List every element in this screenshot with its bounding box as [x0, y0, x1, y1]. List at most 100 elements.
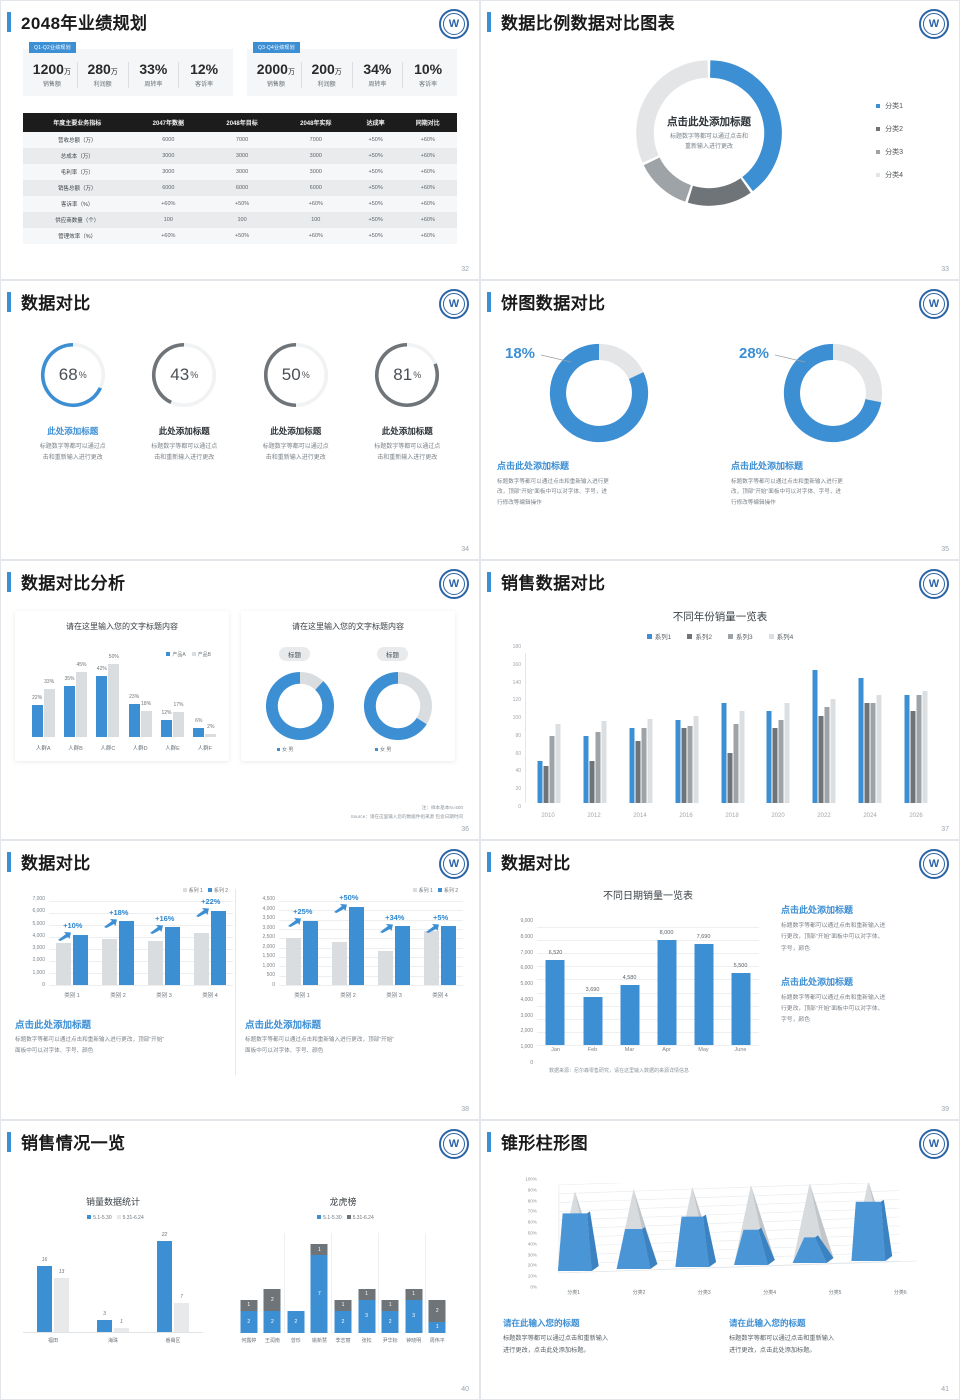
- bar: 13: [54, 1269, 69, 1332]
- legend-label: 分类2: [885, 126, 903, 133]
- table-col-header: 年度主要业务指标: [23, 113, 132, 132]
- page-number: 32: [461, 266, 469, 273]
- page-number: 36: [461, 826, 469, 833]
- chart-legend[interactable]: 系列 1 系列 2: [182, 887, 233, 894]
- gauge-item[interactable]: 43% 此处添加标题 标题数字等都可以通过点 击和重新输入进行更改: [129, 339, 241, 463]
- donut-chart-1[interactable]: [263, 669, 337, 743]
- chart-legend[interactable]: 产品A 产品B: [166, 651, 217, 658]
- slide-37[interactable]: 销售数据对比 W 不同年份销量一览表 系列1 系列2 系列3 系列4 0 20 40 60 8…: [480, 560, 960, 840]
- kpi-cell: 10% 客诉率: [403, 61, 453, 88]
- pie-block-2[interactable]: 28% 点击此处添加标题 标题数字等都可以通过点击和重新输入进行更 改，顶部“开…: [731, 339, 941, 508]
- block-heading-1: 点击此处添加标题: [15, 1020, 92, 1031]
- legend-item[interactable]: 系列 1: [412, 888, 433, 894]
- legend-label: 5.31-6.24: [122, 1215, 144, 1221]
- slide-35[interactable]: 饼图数据对比 W 18% 点击此处添加标题 标题数字等都可以通过点击和重新输入进…: [480, 280, 960, 560]
- slide-36[interactable]: 数据对比分析 W 请在这里输入您的文字标题内容 产品A 产品B 22% 33% 35%…: [0, 560, 480, 840]
- table-cell: 3000: [309, 153, 322, 159]
- x-tick-label: 2024: [863, 813, 877, 819]
- cone-chart[interactable]: [541, 1172, 933, 1285]
- chart-block-2[interactable]: 系列 1 系列 2 0 500 1,000 1,500 2,000 2,500 3,000 3,…: [245, 887, 467, 1007]
- slide-33[interactable]: 数据比例数据对比图表 W 点击此处添加标题 标题数字等都可以通过点击和 重新输入进…: [480, 0, 960, 280]
- slide-39[interactable]: 数据对比 W 不同日期销量一览表 0 1,000 2,000 3,000 4,000 5,…: [480, 840, 960, 1120]
- gauge-item[interactable]: 50% 此处添加标题 标题数字等都可以通过点 击和重新输入进行更改: [240, 339, 352, 463]
- x-tick-label: Apr: [662, 1047, 671, 1053]
- slide-32[interactable]: 2048年业绩规划 W Q1-Q2业绩规划 1200万 销售额 280万 利润额…: [0, 0, 480, 280]
- table-cell: 3000: [162, 153, 175, 159]
- gauge-item[interactable]: 68% 此处添加标题 标题数字等都可以通过点 击和重新输入进行更改: [17, 339, 129, 463]
- donut-legend-2[interactable]: 女 男: [375, 746, 391, 753]
- pie-percent-label: 18%: [505, 345, 536, 362]
- bar: [211, 910, 226, 985]
- growth-arrow-icon: [379, 920, 393, 933]
- bar: [119, 921, 134, 985]
- legend-item[interactable]: 系列4: [768, 631, 793, 641]
- y-tick-label: 2,000: [520, 1028, 533, 1035]
- donut-legend-1[interactable]: 女 男: [277, 746, 293, 753]
- stacked-bar: 2: [287, 1310, 305, 1333]
- bar: 22: [157, 1232, 172, 1332]
- x-tick-label: 李志丽: [335, 1338, 351, 1344]
- table-cell: +60%: [161, 201, 176, 207]
- block-heading-2: 请在此输入您的标题: [729, 1318, 806, 1328]
- slide-41[interactable]: 锥形柱形图 W 100% 90% 80% 70% 60% 50% 40% 30% 20% 10% 0…: [480, 1120, 960, 1400]
- chart-block-1[interactable]: 系列 1 系列 2 0 1,000 2,000 3,000 4,000 5,000 6,000…: [15, 887, 237, 1007]
- legend-item[interactable]: 系列2: [687, 631, 712, 641]
- x-tick-label: 2012: [587, 813, 601, 819]
- gauge-ring: 43%: [148, 339, 220, 411]
- x-tick-label: 人群A: [35, 746, 51, 752]
- pie-block-1[interactable]: 18% 点击此处添加标题 标题数字等都可以通过点击和重新输入进行更 改，顶部“开…: [497, 339, 707, 508]
- gauge-value: 68%: [58, 365, 87, 384]
- x-axis-labels: 类别 1 类别 2 类别 3 类别 4: [279, 991, 463, 999]
- chart-legend[interactable]: 系列1 系列2 系列3 系列4: [481, 631, 959, 641]
- donut-chart-2[interactable]: [779, 339, 887, 447]
- donut-chart[interactable]: 点击此处添加标题 标题数字等都可以通过点击和 重新输入进行更改: [629, 53, 789, 213]
- legend-item[interactable]: 系列 2: [437, 888, 458, 894]
- donut-chart-1[interactable]: [545, 339, 653, 447]
- legend-item[interactable]: 分类3: [876, 147, 903, 157]
- donut-svg: [363, 671, 433, 740]
- slide-40[interactable]: 销售情况一览 W 销量数据统计 龙虎榜 5.1-5.30 5.31-6.24 5.…: [0, 1120, 480, 1400]
- bar-group: [583, 653, 607, 803]
- bar-group: 22 7: [157, 1232, 189, 1332]
- bar: [772, 728, 778, 803]
- slide-34[interactable]: 数据对比 W 68% 此处添加标题 标题数字等都可以通过点 击和重新输入进行更改 43%…: [0, 280, 480, 560]
- page-number: 34: [461, 546, 469, 553]
- bar-value-label: 1: [120, 1318, 123, 1325]
- donut-chart-card[interactable]: 请在这里输入您的文字标题内容 标题 标题 女 男 女 男: [241, 611, 455, 761]
- chart-legend[interactable]: 系列 1 系列 2: [412, 887, 463, 894]
- bar-plot: +25% +50% +34% +5%: [279, 893, 463, 986]
- chart-legend-2[interactable]: 5.1-5.30 5.31-6.24: [253, 1215, 433, 1221]
- legend-item[interactable]: 产品A: [166, 652, 186, 658]
- y-tick-label: 20: [515, 786, 521, 793]
- x-tick-label: 2014: [633, 813, 647, 819]
- x-axis-labels: Jan Feb Mar Apr May June: [537, 1047, 759, 1053]
- legend-item[interactable]: 分类2: [876, 124, 903, 134]
- title-accent-bar: [7, 1132, 11, 1152]
- legend-swatch-icon: [317, 1215, 322, 1219]
- gridline: [537, 992, 759, 994]
- chart-legend[interactable]: 分类1 分类2 分类3 分类4: [876, 101, 903, 193]
- legend-item[interactable]: 分类4: [876, 170, 903, 180]
- donut-chart-2[interactable]: [361, 669, 435, 743]
- slide-38[interactable]: 数据对比 W 系列 1 系列 2 0 1,000 2,000 3,000 4,000 5,0…: [0, 840, 480, 1120]
- legend-item[interactable]: 分类1: [876, 101, 903, 111]
- y-tick-label: 70%: [527, 1208, 537, 1214]
- legend-item[interactable]: 产品B: [191, 652, 211, 658]
- legend-item[interactable]: 系列 2: [207, 888, 228, 894]
- x-tick-label: Jan: [551, 1047, 560, 1053]
- legend-label: 5.31-6.24: [352, 1215, 374, 1221]
- gauge-title: 此处添加标题: [158, 426, 210, 436]
- block-desc-2: 标题数字等都可以通过点击和重新输入进行更改，顶部“开始” 面板中可以对字体、字号、…: [245, 1037, 395, 1054]
- legend-item[interactable]: 系列 1: [182, 888, 203, 894]
- gauge-item[interactable]: 81% 此处添加标题 标题数字等都可以通过点 击和重新输入进行更改: [352, 339, 464, 463]
- chart-legend-1[interactable]: 5.1-5.30 5.31-6.24: [23, 1215, 203, 1221]
- legend-item[interactable]: 系列1: [646, 631, 671, 641]
- bar-chart-card[interactable]: 请在这里输入您的文字标题内容 产品A 产品B 22% 33% 35% 45% 42% 50%…: [15, 611, 229, 761]
- legend-item[interactable]: 系列3: [728, 631, 753, 641]
- source-note: 注：样本基本N=500 Source：请在这里输入您的数据件组来源 包含日期时间: [350, 805, 463, 819]
- side-text-panel: 点击此处添加标题 标题数字等都可以通过点击和重新输入进 行更改，顶部“开始”面板…: [781, 899, 943, 1047]
- stack-segment-top: 1: [358, 1288, 376, 1300]
- y-tick-label: 5,000: [32, 920, 45, 927]
